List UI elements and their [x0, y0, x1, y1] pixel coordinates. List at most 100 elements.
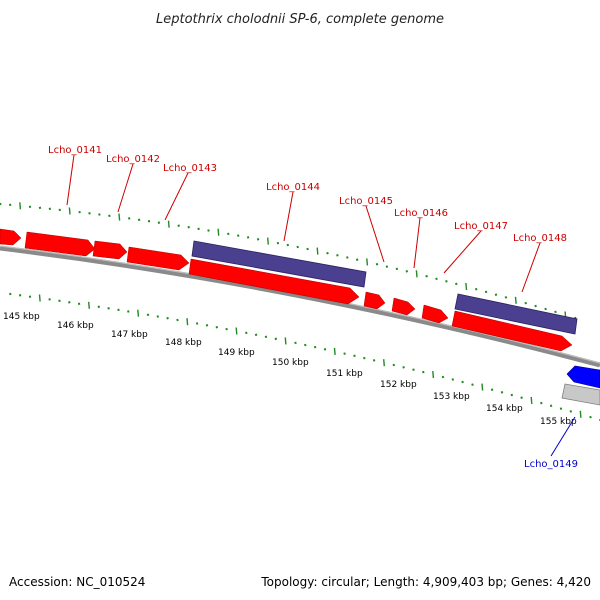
minor-tick — [461, 380, 464, 384]
label-leaders — [66, 154, 576, 457]
minor-tick — [187, 225, 190, 229]
minor-tick — [207, 229, 210, 232]
leader-line — [283, 191, 294, 242]
major-tick — [530, 396, 533, 404]
minor-tick — [455, 282, 458, 286]
leader-line — [164, 172, 189, 221]
gene-track — [191, 240, 578, 335]
minor-tick — [108, 214, 111, 218]
minor-tick — [569, 410, 573, 413]
major-tick — [186, 318, 189, 326]
minor-tick — [306, 247, 309, 251]
minor-tick — [176, 318, 179, 322]
minor-tick — [549, 404, 553, 408]
minor-tick — [412, 368, 415, 371]
minor-tick — [18, 294, 22, 297]
minor-tick — [137, 218, 141, 222]
major-tick — [19, 202, 22, 210]
minor-tick — [107, 307, 110, 310]
leader-line — [443, 230, 482, 274]
tick-label: 145 kbp — [3, 312, 40, 322]
tick-label: 153 kbp — [433, 392, 470, 402]
minor-tick — [422, 370, 425, 374]
tick-label: 146 kbp — [57, 321, 94, 331]
minor-tick — [166, 316, 169, 320]
minor-tick — [510, 393, 514, 397]
minor-tick — [405, 270, 409, 273]
major-tick — [88, 301, 90, 309]
minor-tick — [544, 307, 547, 311]
major-tick — [118, 213, 121, 221]
minor-tick — [286, 243, 290, 247]
minor-tick — [395, 267, 399, 271]
minor-tick — [177, 224, 180, 227]
minor-tick — [264, 335, 268, 339]
minor-tick — [68, 301, 71, 304]
gene-label-lcho-0144[interactable]: Lcho_0144 — [266, 182, 320, 193]
minor-tick — [534, 304, 537, 308]
highlighted-gene-feature — [561, 383, 600, 406]
minor-tick — [504, 296, 508, 299]
tick-labels: 145 kbp 146 kbp 147 kbp 148 kbp 149 kbp … — [3, 312, 577, 427]
major-tick — [514, 296, 517, 304]
gene-label-lcho-0143[interactable]: Lcho_0143 — [163, 163, 217, 174]
leader-line — [365, 205, 385, 263]
gene-label-lcho-0142[interactable]: Lcho_0142 — [106, 154, 160, 165]
major-tick — [284, 337, 287, 345]
tick-label: 155 kbp — [540, 417, 577, 427]
leader-line — [550, 416, 576, 457]
tick-label: 151 kbp — [326, 369, 363, 379]
minor-tick — [274, 337, 278, 341]
minor-tick — [392, 363, 396, 367]
minor-tick — [127, 217, 131, 220]
minor-tick — [385, 265, 389, 268]
minor-tick — [48, 207, 52, 211]
major-tick — [38, 294, 41, 302]
minor-tick — [8, 203, 12, 207]
major-tick — [316, 247, 319, 255]
minor-tick — [375, 262, 379, 266]
major-tick — [267, 237, 269, 245]
minor-tick — [28, 205, 32, 209]
cds-feature — [188, 258, 360, 305]
gene-label-lcho-0146[interactable]: Lcho_0146 — [394, 208, 448, 219]
tick-label: 148 kbp — [165, 338, 202, 348]
minor-tick — [313, 345, 317, 349]
minor-tick — [559, 407, 563, 410]
minor-tick — [197, 227, 200, 231]
major-tick — [366, 258, 369, 266]
minor-tick — [589, 415, 592, 419]
leader-line — [66, 154, 75, 206]
minor-tick — [38, 206, 42, 210]
cds-feature — [421, 304, 449, 324]
gene-label-lcho-0145[interactable]: Lcho_0145 — [339, 196, 393, 207]
gene-feature — [454, 293, 578, 335]
minor-tick — [58, 299, 61, 303]
major-tick — [465, 282, 468, 291]
minor-tick — [276, 241, 280, 245]
major-tick — [167, 220, 170, 228]
minor-tick — [215, 325, 219, 329]
minor-tick — [127, 310, 130, 313]
minor-tick — [245, 331, 248, 335]
gene-label-lcho-0149[interactable]: Lcho_0149 — [524, 459, 578, 470]
gene-label-lcho-0141[interactable]: Lcho_0141 — [48, 145, 102, 156]
minor-tick — [146, 313, 150, 317]
gene-label-lcho-0148[interactable]: Lcho_0148 — [513, 233, 567, 244]
gene-feature — [191, 240, 367, 288]
minor-tick — [156, 315, 160, 318]
minor-tick — [78, 210, 81, 214]
minor-tick — [77, 302, 81, 306]
major-tick — [333, 347, 336, 355]
minor-tick — [88, 212, 91, 215]
gene-label-lcho-0147[interactable]: Lcho_0147 — [454, 221, 508, 232]
minor-tick — [520, 396, 523, 399]
minor-tick — [441, 375, 445, 379]
gene-labels: Lcho_0141 Lcho_0142 Lcho_0143 Lcho_0144 … — [48, 145, 578, 470]
minor-tick — [524, 301, 527, 305]
cds-feature — [363, 291, 386, 310]
summary-text: Topology: circular; Length: 4,909,403 bp… — [260, 575, 591, 589]
leader-line — [117, 163, 134, 213]
major-tick — [217, 228, 220, 236]
